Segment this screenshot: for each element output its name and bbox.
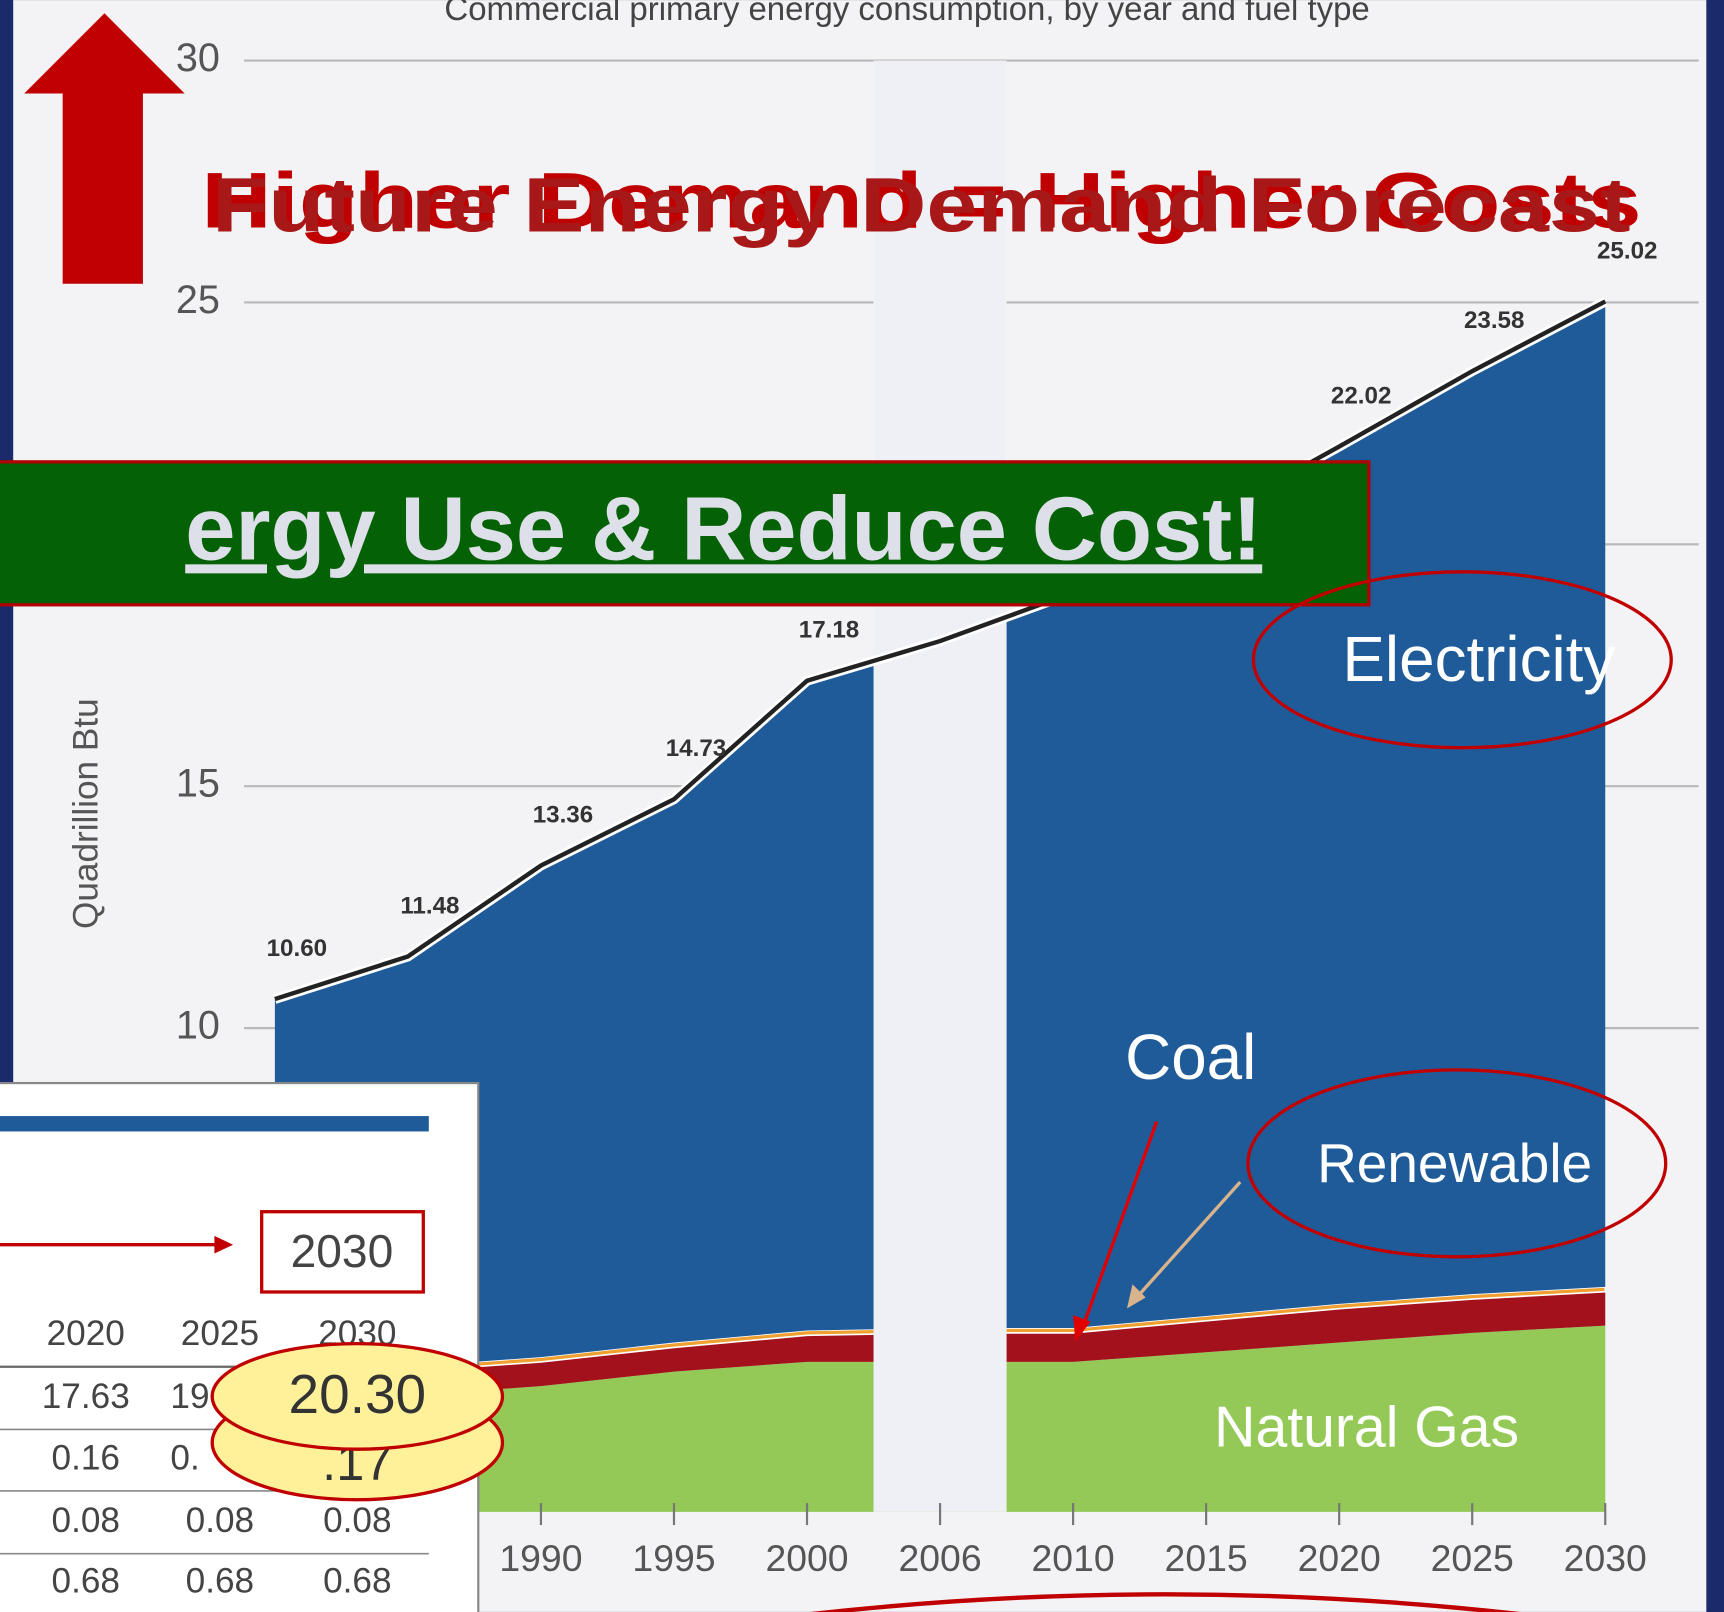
series-label: Coal xyxy=(1125,1021,1256,1093)
highlight-ellipse xyxy=(810,1592,1521,1612)
y-tick-label: 30 xyxy=(176,36,220,80)
pointer-arrow xyxy=(1079,1120,1159,1334)
data-label: 25.02 xyxy=(1597,237,1658,264)
table-cell: 0. xyxy=(170,1438,199,1477)
table-cell: 0.08 xyxy=(186,1501,254,1540)
gap-band xyxy=(873,60,1007,1512)
callout-text: 20.30 xyxy=(289,1363,427,1425)
total-line xyxy=(274,299,1607,1002)
highlight-ellipse xyxy=(1246,1068,1668,1259)
data-label: 23.58 xyxy=(1464,307,1525,334)
x-tick-label: 1995 xyxy=(632,1537,715,1579)
table-header: 2025 xyxy=(181,1314,259,1353)
x-tick-label: 2020 xyxy=(1298,1537,1381,1579)
table-cell: 0.08 xyxy=(52,1501,120,1540)
banner xyxy=(0,460,1371,607)
up-arrow xyxy=(24,13,185,284)
x-tick-label: 2025 xyxy=(1431,1537,1514,1579)
table-header: 2020 xyxy=(47,1314,125,1353)
data-label: 14.73 xyxy=(666,735,727,762)
pointer-head xyxy=(1073,1315,1091,1342)
table-cell: 0.16 xyxy=(52,1438,120,1477)
series-label: Electricity xyxy=(1342,623,1615,695)
table-cell: 0.68 xyxy=(323,1562,391,1601)
banner-text: ergy Use & Reduce Cost! xyxy=(185,478,1262,579)
y-tick-label: 10 xyxy=(176,1004,220,1048)
chart-title: Commercial primary energy consumption, b… xyxy=(444,0,1369,27)
pointer-head xyxy=(214,1235,234,1254)
y-tick-label: 25 xyxy=(176,278,220,322)
table-cell: 0.08 xyxy=(323,1501,391,1540)
highlight-ellipse xyxy=(1251,570,1673,750)
x-tick-label: 2000 xyxy=(765,1537,848,1579)
table-cell: 0.68 xyxy=(52,1562,120,1601)
data-label: 11.48 xyxy=(400,892,459,919)
x-tick-label: 2010 xyxy=(1032,1537,1115,1579)
x-tick-label: 1990 xyxy=(499,1537,582,1579)
pointer-head xyxy=(1126,1284,1146,1309)
callout xyxy=(210,1342,505,1451)
highlight-label: 2030 xyxy=(291,1225,394,1277)
annotation: Future Energy Demand Forecast xyxy=(212,163,1630,249)
x-tick-label: 2015 xyxy=(1165,1537,1248,1579)
series-label: Renewable xyxy=(1317,1132,1592,1194)
y-axis-label: Quadrillion Btu xyxy=(66,698,105,929)
pointer-arrow xyxy=(1133,1180,1242,1301)
data-label: 13.36 xyxy=(533,801,594,828)
table-header-bar xyxy=(0,1116,429,1132)
table-cell: 17.63 xyxy=(42,1377,130,1416)
data-label: 17.18 xyxy=(799,617,860,644)
series-label: Natural Gas xyxy=(1214,1396,1519,1460)
table-cell: 19 xyxy=(170,1377,209,1416)
x-tick-label: 2030 xyxy=(1564,1537,1647,1579)
x-tick-label: 2006 xyxy=(898,1537,981,1579)
data-label: 22.02 xyxy=(1331,383,1392,410)
overlays: Higher Demand = Higher Costs Future Ener… xyxy=(0,13,1673,1612)
highlight-box xyxy=(260,1210,425,1294)
y-tick-label: 15 xyxy=(176,762,220,806)
slide-border xyxy=(1706,0,1724,1612)
table-cell: 0.68 xyxy=(186,1562,254,1601)
annotation: Higher Demand = Higher Costs xyxy=(201,156,1641,245)
data-label: 10.60 xyxy=(267,935,328,962)
